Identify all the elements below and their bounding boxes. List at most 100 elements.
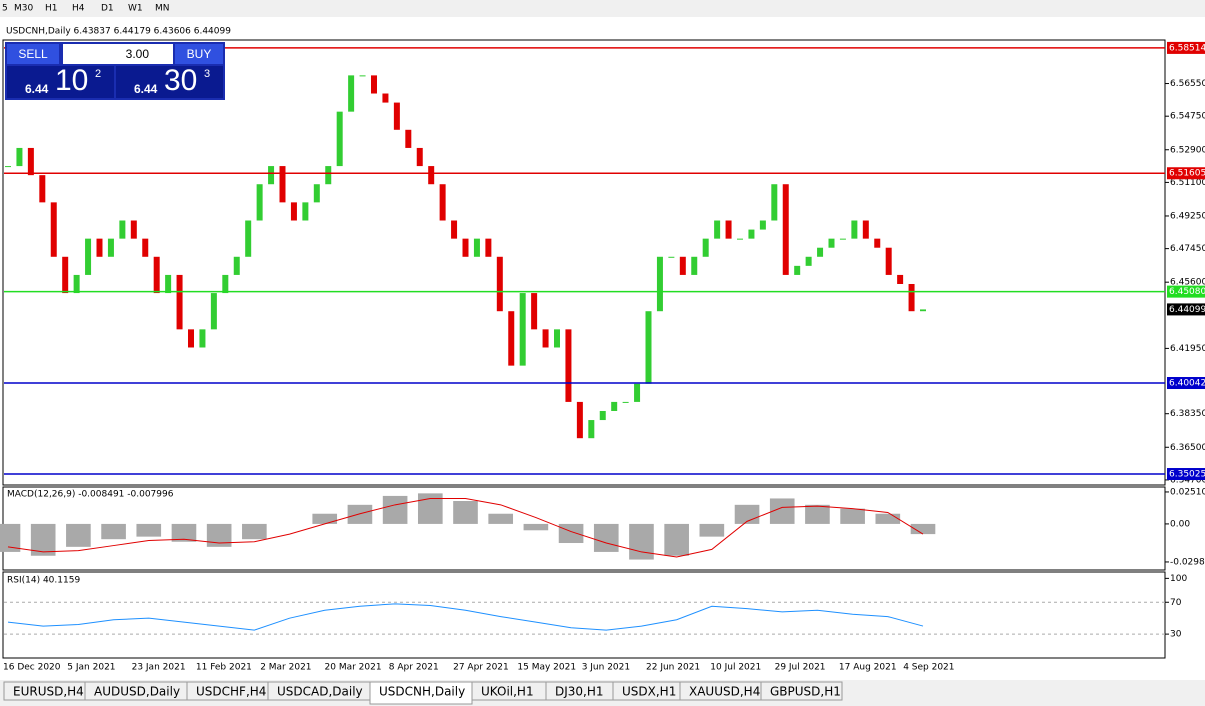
macd-bar bbox=[699, 523, 725, 537]
y-tick-label: 6.38350 bbox=[1170, 409, 1205, 419]
candle bbox=[290, 202, 297, 221]
timeframe-button[interactable]: H4 bbox=[72, 4, 85, 14]
timeframe-button[interactable]: 5 bbox=[2, 4, 8, 14]
candle bbox=[50, 202, 57, 257]
candle bbox=[107, 238, 114, 257]
rsi-title: RSI(14) 40.1159 bbox=[7, 576, 80, 586]
candle bbox=[908, 283, 915, 312]
candle bbox=[233, 256, 240, 275]
candle bbox=[656, 256, 663, 312]
candle bbox=[27, 147, 34, 176]
candle bbox=[359, 75, 366, 77]
candle bbox=[153, 256, 160, 294]
candle bbox=[5, 166, 11, 168]
timeframe-button[interactable]: H1 bbox=[45, 4, 58, 14]
candle bbox=[725, 220, 732, 239]
level-label: 6.45080 bbox=[1169, 287, 1205, 297]
rsi-line bbox=[7, 603, 924, 631]
y-tick-label: 6.49250 bbox=[1170, 211, 1205, 221]
x-tick-label: 29 Jul 2021 bbox=[775, 663, 826, 673]
toolbar bbox=[0, 0, 1205, 17]
candle bbox=[862, 220, 869, 239]
candle bbox=[348, 75, 355, 112]
candle bbox=[874, 238, 881, 248]
candle bbox=[691, 256, 698, 275]
tab-label: XAUUSD,H4 bbox=[689, 685, 760, 699]
level-tag bbox=[1167, 285, 1205, 298]
candle bbox=[668, 256, 675, 258]
candle bbox=[622, 401, 629, 403]
sell-button[interactable]: SELL bbox=[7, 44, 59, 64]
tab-label: AUDUSD,Daily bbox=[94, 685, 180, 699]
candle bbox=[828, 238, 835, 248]
x-tick-label: 22 Jun 2021 bbox=[646, 663, 700, 673]
tab-label: USDCNH,Daily bbox=[379, 685, 465, 699]
macd-bar bbox=[488, 513, 514, 524]
candle bbox=[554, 329, 560, 348]
y-tick-label: 6.41950 bbox=[1170, 344, 1205, 354]
macd-bar bbox=[382, 495, 408, 524]
candle bbox=[382, 93, 389, 103]
bid-box[interactable]: 6.44 10 2 bbox=[7, 64, 114, 98]
candle bbox=[16, 147, 23, 167]
tab-label: USDCAD,Daily bbox=[277, 685, 363, 699]
level-tag bbox=[1167, 167, 1205, 180]
tab-label: USDCHF,H4 bbox=[196, 685, 266, 699]
candle bbox=[73, 274, 80, 294]
candle bbox=[645, 311, 652, 384]
x-tick-label: 4 Sep 2021 bbox=[903, 663, 954, 673]
volume-input[interactable]: 3.00 bbox=[63, 44, 173, 64]
y-tick-label: 6.56550 bbox=[1170, 79, 1205, 89]
candle bbox=[405, 129, 412, 148]
level-label: 6.51605 bbox=[1169, 169, 1205, 179]
candle bbox=[542, 329, 549, 348]
trade-panel: SELL 3.00 BUY 6.44 10 2 6.44 30 3 bbox=[5, 42, 225, 100]
candle bbox=[576, 401, 583, 439]
macd-bar bbox=[910, 523, 936, 535]
candle bbox=[85, 238, 92, 275]
macd-bar bbox=[171, 523, 197, 542]
macd-bar bbox=[769, 498, 795, 524]
x-tick-label: 15 May 2021 bbox=[517, 663, 576, 673]
macd-bar bbox=[136, 523, 162, 537]
candle bbox=[199, 329, 206, 348]
x-tick-label: 10 Jul 2021 bbox=[710, 663, 761, 673]
ask-sup: 3 bbox=[204, 68, 211, 80]
tab[interactable] bbox=[760, 681, 843, 701]
timeframe-button[interactable]: W1 bbox=[128, 4, 143, 14]
candle bbox=[302, 202, 309, 221]
timeframe-button[interactable]: M30 bbox=[14, 4, 33, 14]
buy-button[interactable]: BUY bbox=[175, 44, 223, 64]
macd-bar bbox=[840, 508, 865, 524]
timeframe-button[interactable]: MN bbox=[155, 4, 170, 14]
candle bbox=[62, 256, 69, 294]
tab-label: EURUSD,H4 bbox=[13, 685, 84, 699]
ask-big: 6.44 bbox=[134, 82, 158, 96]
candle bbox=[451, 220, 458, 239]
candle bbox=[817, 247, 824, 257]
y-tick-label: -0.02988 bbox=[1170, 557, 1205, 567]
candle bbox=[188, 329, 194, 348]
ask-box[interactable]: 6.44 30 3 bbox=[116, 64, 223, 98]
candle bbox=[679, 256, 686, 275]
candle bbox=[210, 293, 217, 330]
x-tick-label: 2 Mar 2021 bbox=[260, 663, 311, 673]
level-tag bbox=[1167, 377, 1205, 390]
x-tick-label: 23 Jan 2021 bbox=[132, 663, 186, 673]
candle bbox=[519, 293, 526, 366]
candle bbox=[714, 220, 721, 239]
signal-line bbox=[7, 497, 924, 558]
level-tag bbox=[1167, 41, 1205, 54]
macd-bar bbox=[523, 523, 549, 531]
candle bbox=[748, 229, 755, 239]
candle bbox=[268, 166, 275, 185]
macd-title: MACD(12,26,9) -0.008491 -0.007996 bbox=[7, 490, 174, 500]
candle bbox=[222, 274, 229, 294]
candle bbox=[245, 220, 252, 257]
y-tick-label: 6.47450 bbox=[1170, 244, 1205, 254]
timeframe-button[interactable]: D1 bbox=[101, 4, 114, 14]
candle bbox=[462, 238, 469, 257]
candle bbox=[279, 166, 286, 203]
candle bbox=[794, 265, 801, 275]
